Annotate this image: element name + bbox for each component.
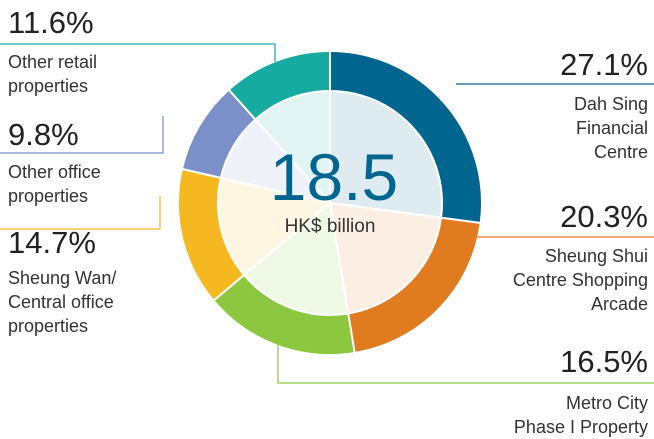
value-label: 9.8% (8, 117, 79, 152)
slice (227, 49, 331, 121)
category-label: Sheung Wan/ Central office properties (8, 268, 117, 336)
center-value: 18.5 (270, 140, 398, 214)
value-label: 27.1% (560, 47, 648, 82)
category-label: Metro City Phase I Property (513, 393, 648, 437)
leader-line (0, 196, 161, 230)
leader-line (0, 43, 276, 62)
center-label: HK$ billion (285, 216, 376, 237)
category-label: Dah Sing Financial Centre (573, 94, 648, 162)
slices (177, 49, 483, 356)
value-label: 14.7% (8, 225, 96, 260)
value-label: 16.5% (560, 344, 648, 379)
leader-line (277, 330, 654, 384)
value-label: 20.3% (560, 199, 648, 234)
leaders (0, 43, 654, 384)
category-label: Other office properties (8, 162, 101, 206)
leader-line (0, 116, 164, 154)
category-label: Sheung Shui Centre Shopping Arcade (512, 246, 648, 314)
value-label: 11.6% (8, 5, 94, 40)
category-label: Other retail properties (8, 52, 98, 96)
